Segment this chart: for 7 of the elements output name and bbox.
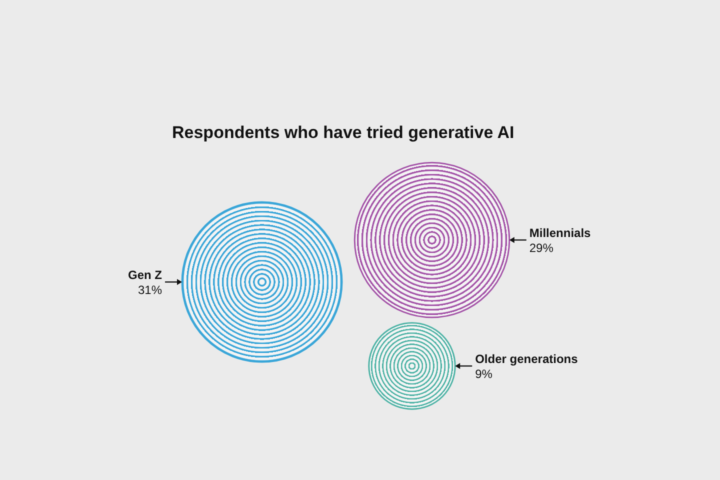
data-label: 9% (475, 367, 493, 381)
category-label: Gen Z (128, 268, 162, 282)
category-label: Older generations (475, 352, 578, 366)
text: Respondents who have tried generative AI (172, 123, 514, 142)
category-label: Millennials (529, 226, 592, 240)
data-label: 31% (138, 283, 162, 297)
data-label: 29% (529, 241, 554, 255)
